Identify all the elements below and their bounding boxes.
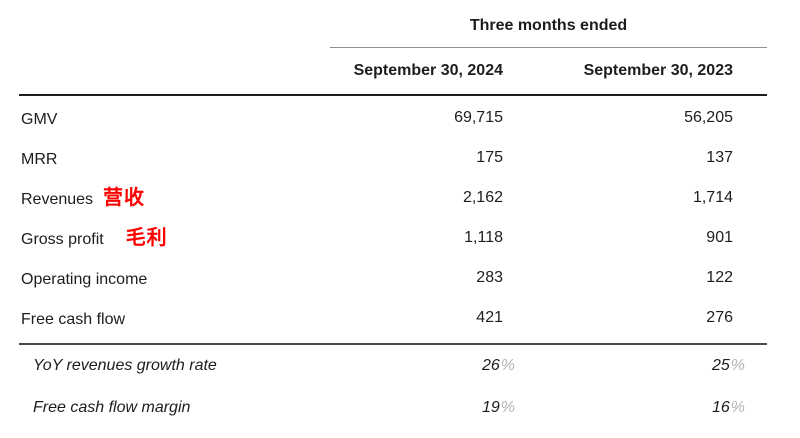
ratio-number: 25 bbox=[711, 357, 730, 374]
row-label: Gross profit 毛利 bbox=[19, 228, 330, 249]
row-label: Free cash flow bbox=[19, 308, 330, 329]
ratio-row-fcf-margin: Free cash flow margin 19% 16% bbox=[19, 387, 767, 429]
value-2024: 69,715 bbox=[454, 109, 503, 126]
value-2024: 1,118 bbox=[464, 229, 503, 246]
value-2023: 901 bbox=[706, 229, 733, 246]
row-label-text: MRR bbox=[21, 150, 58, 168]
percent-sign: % bbox=[500, 399, 515, 416]
ratio-number: 16 bbox=[711, 399, 730, 416]
value-2024: 175 bbox=[476, 149, 503, 166]
row-label-text: Revenues bbox=[21, 190, 94, 208]
ratio-number: 26 bbox=[481, 357, 500, 374]
annotation-cn-gross-profit: 毛利 bbox=[125, 226, 168, 249]
column-header-row: September 30, 2024 September 30, 2023 bbox=[19, 48, 767, 96]
value-2024: 2,162 bbox=[462, 189, 503, 206]
row-label: Operating income bbox=[19, 268, 330, 289]
period-group-row: Three months ended bbox=[19, 0, 767, 48]
ratio-row-label: YoY revenues growth rate bbox=[33, 357, 217, 374]
value-2023: 56,205 bbox=[684, 109, 733, 126]
row-label-text: GMV bbox=[21, 110, 58, 128]
value-2023: 276 bbox=[706, 309, 733, 326]
table-row-gross-profit: Gross profit 毛利 1,118 901 bbox=[19, 218, 767, 258]
ratio-value-2023: 16% bbox=[537, 399, 767, 417]
period-group-header: Three months ended bbox=[330, 0, 767, 48]
ratio-value-2024: 26% bbox=[330, 357, 537, 375]
table-row-operating-income: Operating income 283 122 bbox=[19, 258, 767, 298]
ratio-rows: YoY revenues growth rate 26% 25% Free ca… bbox=[19, 345, 767, 429]
data-rows: GMV 69,715 56,205 MRR 175 137 Revenues 营收… bbox=[19, 96, 767, 345]
table-row-gmv: GMV 69,715 56,205 bbox=[19, 98, 767, 138]
annotation-cn-revenues: 营收 bbox=[103, 186, 146, 209]
table-row-revenues: Revenues 营收 2,162 1,714 bbox=[19, 178, 767, 218]
percent-sign: % bbox=[730, 357, 745, 374]
row-label: GMV bbox=[19, 108, 330, 129]
value-2023: 137 bbox=[706, 149, 733, 166]
group-row-spacer bbox=[19, 0, 330, 48]
ratio-value-2024: 19% bbox=[330, 399, 537, 417]
row-label-text: Operating income bbox=[21, 270, 148, 288]
table-row-free-cash-flow: Free cash flow 421 276 bbox=[19, 298, 767, 338]
table-row-mrr: MRR 175 137 bbox=[19, 138, 767, 178]
value-2024: 421 bbox=[476, 309, 503, 326]
value-2023: 122 bbox=[706, 269, 733, 286]
value-2024: 283 bbox=[476, 269, 503, 286]
value-2023: 1,714 bbox=[692, 189, 733, 206]
row-label: Revenues 营收 bbox=[19, 188, 330, 209]
ratio-row-label: Free cash flow margin bbox=[33, 399, 191, 416]
row-label: MRR bbox=[19, 148, 330, 169]
percent-sign: % bbox=[500, 357, 515, 374]
ratio-row-yoy-growth: YoY revenues growth rate 26% 25% bbox=[19, 345, 767, 387]
ratio-value-2023: 25% bbox=[537, 357, 767, 375]
percent-sign: % bbox=[730, 399, 745, 416]
ratio-number: 19 bbox=[481, 399, 500, 416]
financial-metrics-table: Three months ended September 30, 2024 Se… bbox=[19, 0, 767, 429]
row-label-text: Gross profit bbox=[21, 230, 104, 248]
column-header-2023: September 30, 2023 bbox=[583, 62, 733, 79]
column-header-2024: September 30, 2024 bbox=[353, 62, 503, 79]
row-label-text: Free cash flow bbox=[21, 310, 126, 328]
